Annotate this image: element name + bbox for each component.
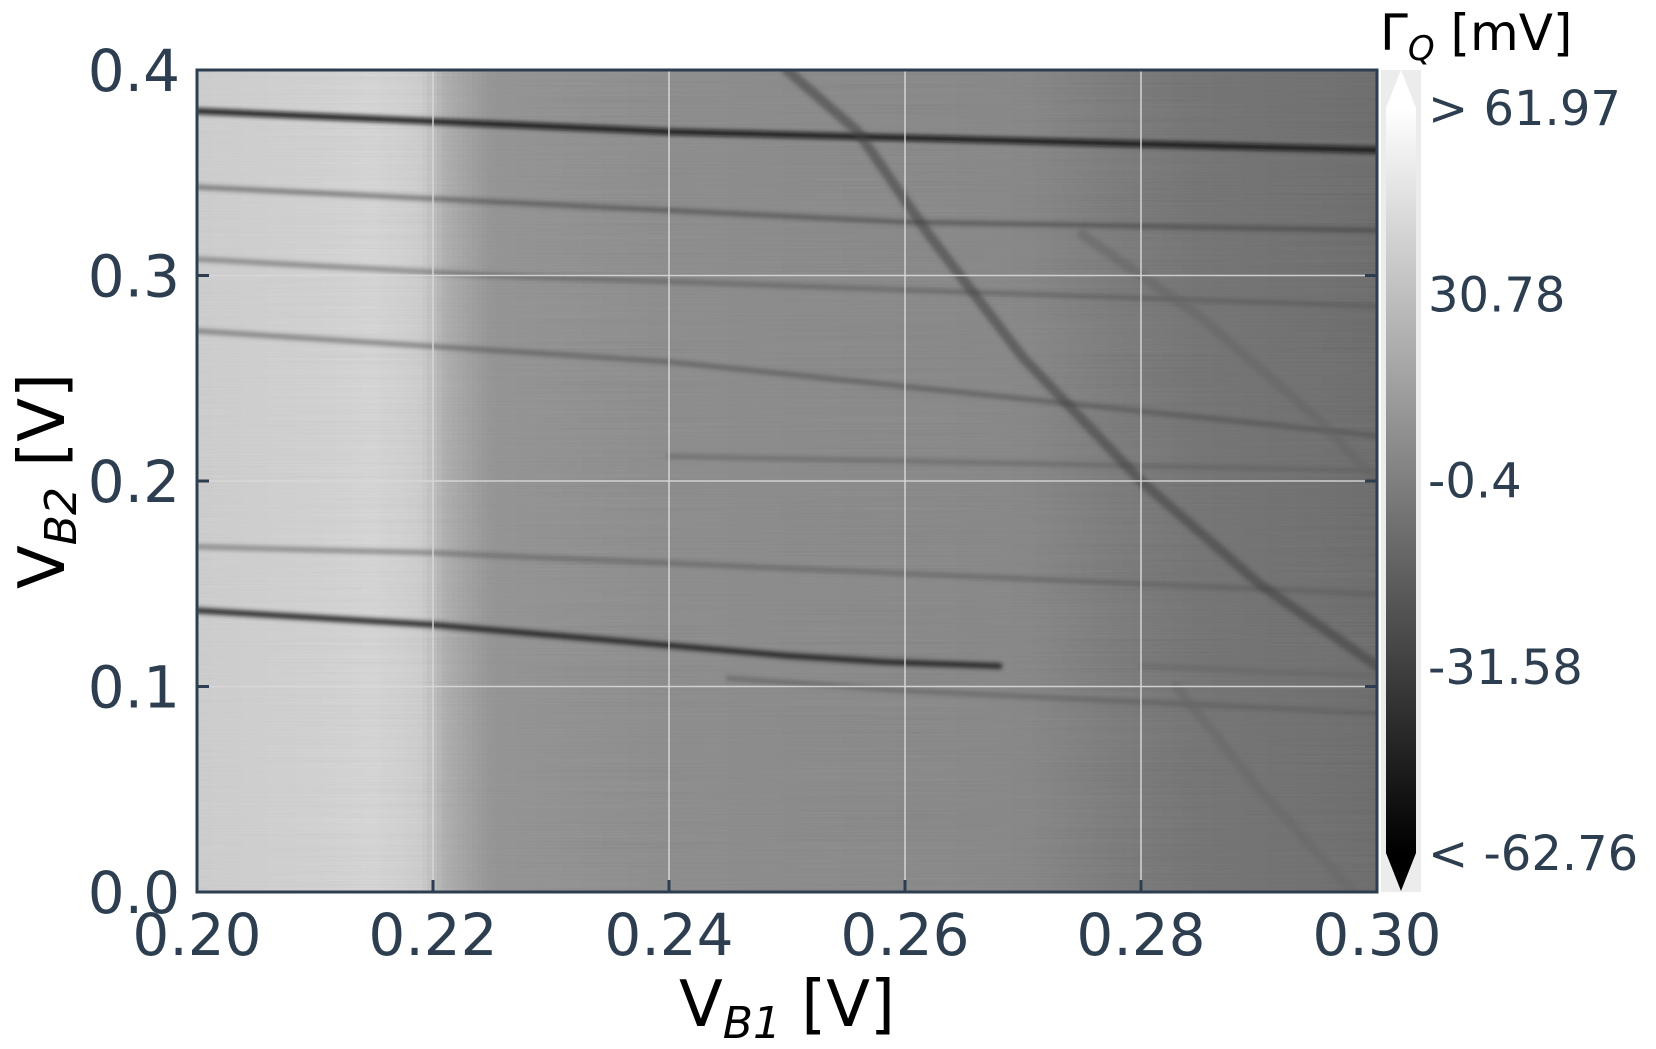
x-tick-label: 0.24 [604, 901, 733, 969]
colorbar-tick-label: < -62.76 [1428, 826, 1638, 882]
y-tick-label: 0.4 [88, 37, 180, 105]
grid [197, 70, 1377, 892]
x-axis-title: VB1 [V] [679, 968, 895, 1049]
transition-line-7 [197, 607, 1003, 669]
y-tick-label: 0.2 [88, 448, 180, 516]
colorbar-tick-label: 30.78 [1428, 267, 1565, 323]
y-axis: 0.0 0.1 0.2 0.3 0.4 [88, 37, 1377, 927]
x-tick-label: 0.26 [840, 901, 969, 969]
x-tick-label: 0.30 [1312, 901, 1441, 969]
diagonal-line-1 [782, 70, 1377, 671]
x-axis: 0.20 0.22 0.24 0.26 0.28 0.30 [132, 880, 1442, 969]
colorbar-title: ΓQ [mV] [1380, 4, 1572, 69]
colorbar-ticks: > 61.97 30.78 -0.4 -31.58 < -62.76 [1428, 81, 1638, 882]
y-tick-label: 0.3 [88, 243, 180, 311]
colorbar-tick-label: -0.4 [1428, 454, 1522, 510]
colorbar-gradient [1386, 108, 1416, 853]
colorbar: > 61.97 30.78 -0.4 -31.58 < -62.76 ΓQ [mV] [1380, 4, 1638, 892]
colorbar-extend-max [1386, 70, 1416, 108]
transition-line-5 [666, 453, 1377, 474]
y-tick-label: 0.0 [88, 859, 180, 927]
x-tick-label: 0.28 [1076, 901, 1205, 969]
colorbar-extend-min [1386, 853, 1416, 891]
y-axis-title: VB2 [V] [6, 373, 87, 589]
x-tick-label: 0.20 [132, 901, 261, 969]
diagonal-line-3 [1171, 681, 1359, 892]
transition-line-9 [1138, 663, 1377, 679]
x-tick-label: 0.22 [368, 901, 497, 969]
colorbar-tick-label: > 61.97 [1428, 81, 1621, 137]
colorbar-tick-label: -31.58 [1428, 640, 1583, 696]
y-tick-label: 0.1 [88, 654, 180, 722]
